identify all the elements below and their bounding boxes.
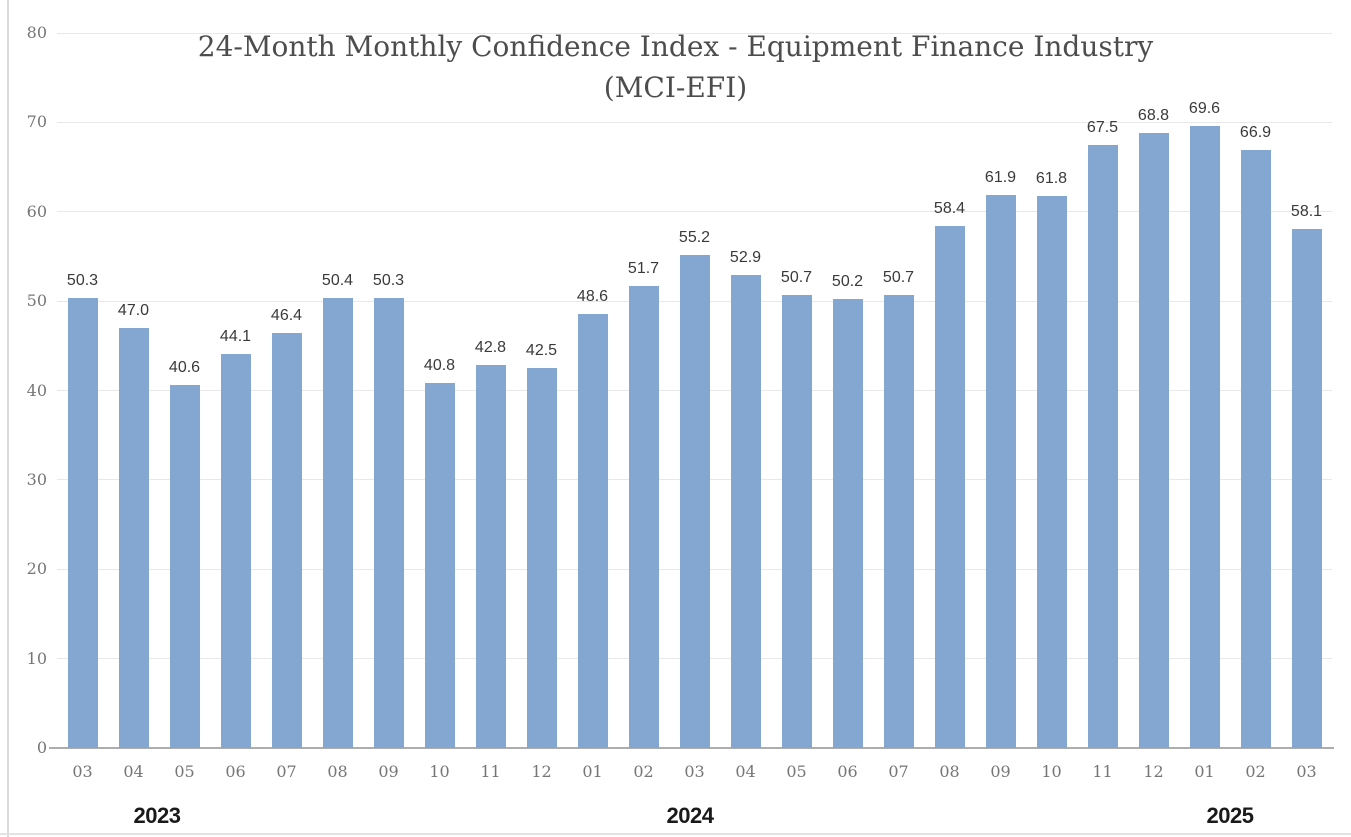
- month-tick-label: 04: [123, 762, 144, 781]
- bar-value-label: 50.7: [882, 268, 915, 286]
- gridline: [57, 121, 1332, 123]
- month-tick-label: 09: [990, 762, 1011, 781]
- bar-value-label: 50.2: [831, 273, 864, 291]
- gridline: [57, 32, 1332, 34]
- chart-bottom-border: [0, 833, 1351, 835]
- month-tick-label: 03: [72, 762, 93, 781]
- bar-value-label: 51.7: [627, 259, 660, 277]
- bar-value-label: 58.4: [933, 200, 966, 218]
- bar: [883, 294, 914, 748]
- y-tick-label: 80: [26, 23, 47, 42]
- bar-value-label: 48.6: [576, 287, 609, 305]
- y-tick-label: 50: [26, 291, 47, 311]
- bar: [373, 298, 404, 748]
- bar-value-label: 55.2: [678, 228, 711, 246]
- year-label: 2024: [666, 803, 714, 828]
- month-tick-label: 02: [633, 762, 654, 781]
- chart-title: 24-Month Monthly Confidence Index - Equi…: [197, 30, 1154, 63]
- month-tick-label: 07: [276, 762, 297, 781]
- month-tick-label: 05: [786, 762, 807, 781]
- chart-left-border: [7, 0, 9, 837]
- year-label: 2023: [133, 803, 181, 828]
- month-tick-label: 08: [939, 762, 960, 781]
- year-label: 2025: [1206, 803, 1254, 828]
- bar-value-label: 66.9: [1239, 124, 1272, 142]
- month-tick-label: 08: [327, 762, 348, 781]
- bar: [220, 353, 251, 748]
- y-tick-label: 0: [36, 738, 47, 757]
- month-tick-label: 11: [480, 762, 501, 781]
- month-tick-label: 12: [531, 762, 552, 781]
- bar: [67, 298, 98, 748]
- month-tick-label: 12: [1143, 762, 1164, 781]
- y-tick-label: 20: [26, 559, 47, 579]
- bar-value-label: 47.0: [117, 301, 150, 319]
- month-tick-label: 06: [837, 762, 858, 781]
- bar-value-label: 50.3: [372, 272, 405, 290]
- bar-value-label: 50.3: [66, 272, 99, 290]
- month-tick-label: 11: [1092, 762, 1113, 781]
- month-tick-label: 10: [1041, 762, 1062, 781]
- bar: [1240, 150, 1271, 748]
- gridline: [57, 211, 1332, 213]
- month-tick-label: 07: [888, 762, 909, 781]
- month-tick-label: 01: [1194, 762, 1215, 781]
- y-tick-label: 60: [26, 201, 47, 221]
- bar: [169, 385, 200, 748]
- bar: [424, 383, 455, 748]
- bar-value-label: 40.6: [168, 359, 201, 377]
- bar: [577, 313, 608, 748]
- bar: [118, 327, 149, 748]
- bar-value-label: 69.6: [1188, 99, 1221, 117]
- bar: [475, 365, 506, 748]
- x-axis-line: [49, 747, 1334, 749]
- bar-value-label: 44.1: [219, 327, 252, 345]
- month-tick-label: 09: [378, 762, 399, 781]
- month-tick-label: 10: [429, 762, 450, 781]
- chart-subtitle: (MCI-EFI): [603, 71, 748, 104]
- bar-value-label: 46.4: [270, 307, 303, 325]
- y-tick-label: 70: [26, 112, 47, 132]
- bar-value-label: 61.9: [984, 168, 1017, 186]
- bar: [934, 226, 965, 748]
- month-tick-label: 06: [225, 762, 246, 781]
- bar: [1036, 195, 1067, 748]
- bar: [730, 275, 761, 748]
- bar-value-label: 61.8: [1035, 169, 1068, 187]
- bar-value-label: 58.1: [1290, 202, 1323, 220]
- bar: [781, 294, 812, 748]
- bar-value-label: 52.9: [729, 249, 762, 267]
- month-tick-label: 01: [582, 762, 603, 781]
- bar: [1291, 228, 1322, 748]
- bar-value-label: 50.7: [780, 268, 813, 286]
- month-tick-label: 02: [1245, 762, 1266, 781]
- month-tick-label: 04: [735, 762, 756, 781]
- y-tick-label: 10: [26, 648, 47, 668]
- y-tick-label: 30: [26, 469, 47, 489]
- bar: [985, 194, 1016, 748]
- bar: [526, 368, 557, 748]
- plot-area: 50.3 47.0 40.6 44.1 46.4 50.4 50.3 40.8 42.8 42.5…: [49, 32, 1334, 749]
- bar-value-label: 67.5: [1086, 118, 1119, 136]
- bar: [679, 254, 710, 748]
- bar: [1138, 133, 1169, 748]
- bar: [832, 299, 863, 748]
- bar: [271, 333, 302, 748]
- bar-value-label: 42.5: [525, 342, 558, 360]
- month-tick-label: 03: [1296, 762, 1317, 781]
- bar: [1087, 144, 1118, 748]
- bar-value-label: 42.8: [474, 339, 507, 357]
- y-tick-label: 40: [26, 380, 47, 400]
- bar-value-label: 68.8: [1137, 107, 1170, 125]
- bar-value-label: 50.4: [321, 271, 354, 289]
- month-tick-label: 03: [684, 762, 705, 781]
- bar: [322, 297, 353, 748]
- month-tick-label: 05: [174, 762, 195, 781]
- bar: [628, 285, 659, 748]
- bar: [1189, 125, 1220, 748]
- bar-value-label: 40.8: [423, 357, 456, 375]
